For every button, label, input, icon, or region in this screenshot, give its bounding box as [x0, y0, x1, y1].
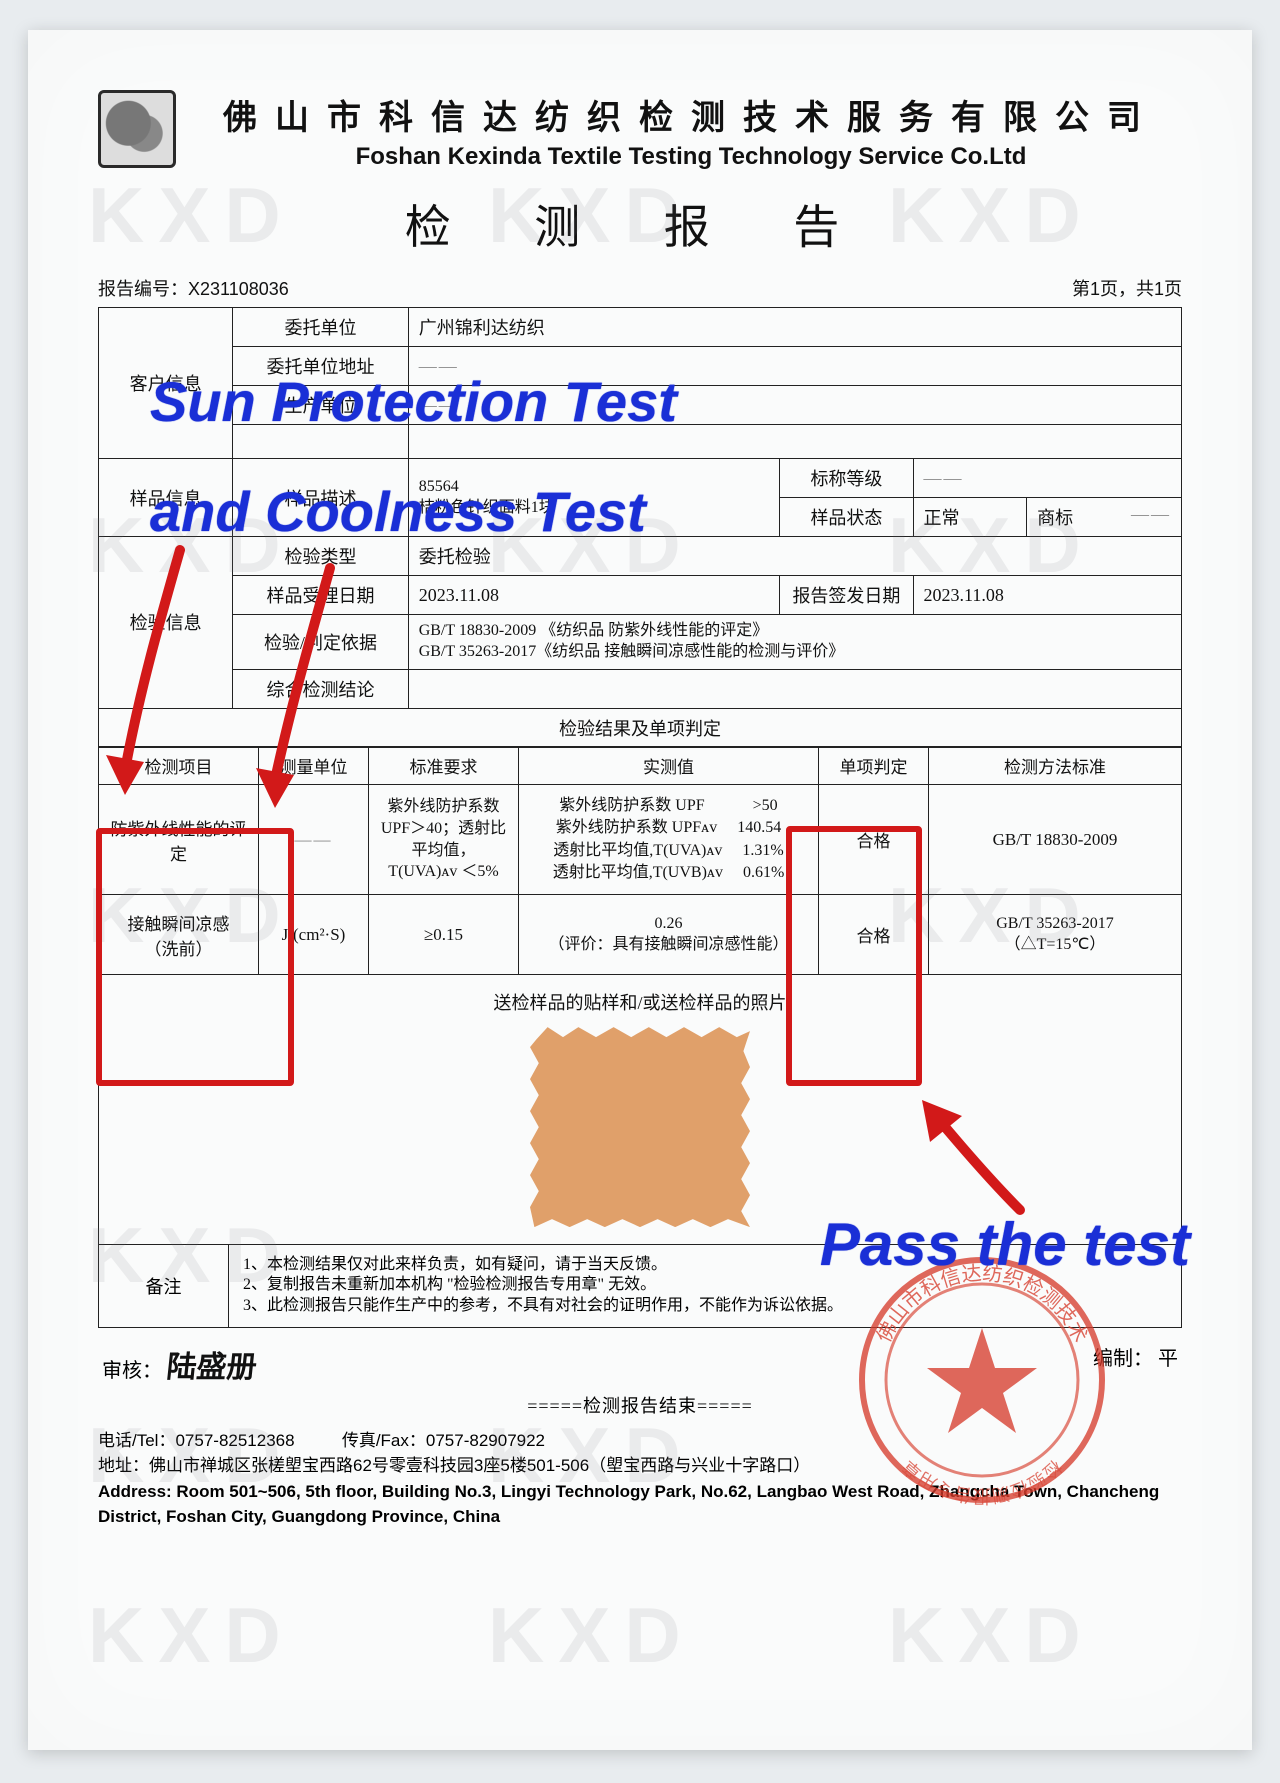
r1-measured: 紫外线防护系数 UPF >50 紫外线防护系数 UPFᴀᴠ 140.54 透射比…	[519, 785, 819, 895]
value-recv-date: 2023.11.08	[408, 576, 780, 615]
r2-item: 接触瞬间凉感 （洗前）	[99, 895, 259, 975]
page-indicator: 第1页，共1页	[1072, 275, 1182, 301]
label-recv-date: 样品受理日期	[233, 576, 409, 615]
col-item: 检测项目	[99, 747, 259, 785]
value-conclusion	[408, 669, 1181, 708]
label-conclusion: 综合检测结论	[233, 669, 409, 708]
col-unit: 测量单位	[259, 747, 369, 785]
value-issue-date: 2023.11.08	[913, 576, 1181, 615]
label-sample-desc: 样品描述	[233, 459, 409, 537]
fabric-swatch	[530, 1027, 750, 1227]
r2-judge: 合格	[819, 895, 929, 975]
value-trademark: ——	[1131, 504, 1171, 530]
remarks-text: 1、本检测结果仅对此来样负责，如有疑问，请于当天反馈。 2、复制报告未重新加本机…	[229, 1244, 1182, 1327]
r2-method: GB/T 35263-2017 （△T=15℃）	[929, 895, 1182, 975]
value-client-addr: ——	[408, 347, 1181, 386]
results-header: 检验结果及单项判定	[99, 708, 1182, 747]
label-client-addr: 委托单位地址	[233, 347, 409, 386]
result-row-uv: 防紫外线性能的评定 —— 紫外线防护系数 UPF＞40；透射比平均值，T(UVA…	[99, 785, 1182, 895]
value-sample-desc: 85564 桔粉色针织面料1块	[408, 459, 780, 537]
result-row-cool: 接触瞬间凉感 （洗前） J/(cm²·S) ≥0.15 0.26 （评价：具有接…	[99, 895, 1182, 975]
r1-req: 紫外线防护系数 UPF＞40；透射比平均值，T(UVA)ᴀᴠ ＜5%	[369, 785, 519, 895]
document-title: 检 测 报 告	[98, 191, 1182, 257]
photo-caption: 送检样品的贴样和/或送检样品的照片	[99, 975, 1181, 1021]
col-judge: 单项判定	[819, 747, 929, 785]
col-measured: 实测值	[519, 747, 819, 785]
compiler: 编制： 平	[1093, 1342, 1178, 1386]
col-req: 标准要求	[369, 747, 519, 785]
watermark: KXD	[888, 1590, 1095, 1681]
r2-unit: J/(cm²·S)	[259, 895, 369, 975]
label-hidden-row	[233, 425, 409, 459]
report-number: 报告编号：X231108036	[98, 275, 289, 301]
label-issue-date: 报告签发日期	[780, 576, 913, 615]
r1-method: GB/T 18830-2009	[929, 785, 1182, 895]
watermark: KXD	[88, 1590, 295, 1681]
value-grade: ——	[913, 459, 1181, 498]
end-of-report: =====检测报告结束=====	[98, 1392, 1182, 1418]
label-test-type: 检验类型	[233, 537, 409, 576]
label-sample-state: 样品状态	[780, 498, 913, 537]
value-producer: ——	[408, 386, 1181, 425]
r2-measured: 0.26 （评价：具有接触瞬间凉感性能）	[519, 895, 819, 975]
col-method: 检测方法标准	[929, 747, 1182, 785]
r1-item: 防紫外线性能的评定	[99, 785, 259, 895]
label-trademark: 商标	[1037, 504, 1073, 530]
company-logo	[98, 90, 176, 168]
label-remarks: 备注	[99, 1244, 229, 1327]
company-name-en: Foshan Kexinda Textile Testing Technolog…	[200, 143, 1182, 171]
r1-unit: ——	[259, 785, 369, 895]
label-grade: 标称等级	[780, 459, 913, 498]
contact-block: 电话/Tel：0757-82512368 传真/Fax：0757-8290792…	[98, 1428, 1182, 1530]
label-client: 委托单位	[233, 308, 409, 347]
results-table: 检测项目 测量单位 标准要求 实测值 单项判定 检测方法标准 防紫外线性能的评定…	[98, 746, 1182, 1245]
section-customer: 客户信息	[99, 308, 233, 459]
value-basis: GB/T 18830-2009 《纺织品 防紫外线性能的评定》 GB/T 352…	[408, 615, 1181, 670]
r2-req: ≥0.15	[369, 895, 519, 975]
watermark: KXD	[488, 1590, 695, 1681]
section-test-info: 检验信息	[99, 537, 233, 709]
value-client: 广州锦利达纺织	[408, 308, 1181, 347]
remarks-table: 备注 1、本检测结果仅对此来样负责，如有疑问，请于当天反馈。 2、复制报告未重新…	[98, 1244, 1182, 1328]
value-sample-state: 正常	[913, 498, 1027, 537]
value-test-type: 委托检验	[408, 537, 1181, 576]
report-page: KXD KXD KXD KXD KXD KXD KXD KXD KXD KXD …	[28, 30, 1252, 1750]
info-table: 客户信息 委托单位 广州锦利达纺织 委托单位地址 —— 生产单位 —— 样品信息…	[98, 307, 1182, 748]
company-name-cn: 佛山市科信达纺织检测技术服务有限公司	[200, 90, 1182, 139]
label-producer: 生产单位	[233, 386, 409, 425]
auditor: 审核： 陆盛册	[102, 1342, 257, 1386]
section-sample: 样品信息	[99, 459, 233, 537]
label-basis: 检验/判定依据	[233, 615, 409, 670]
auditor-signature: 陆盛册	[165, 1342, 260, 1386]
r1-judge: 合格	[819, 785, 929, 895]
